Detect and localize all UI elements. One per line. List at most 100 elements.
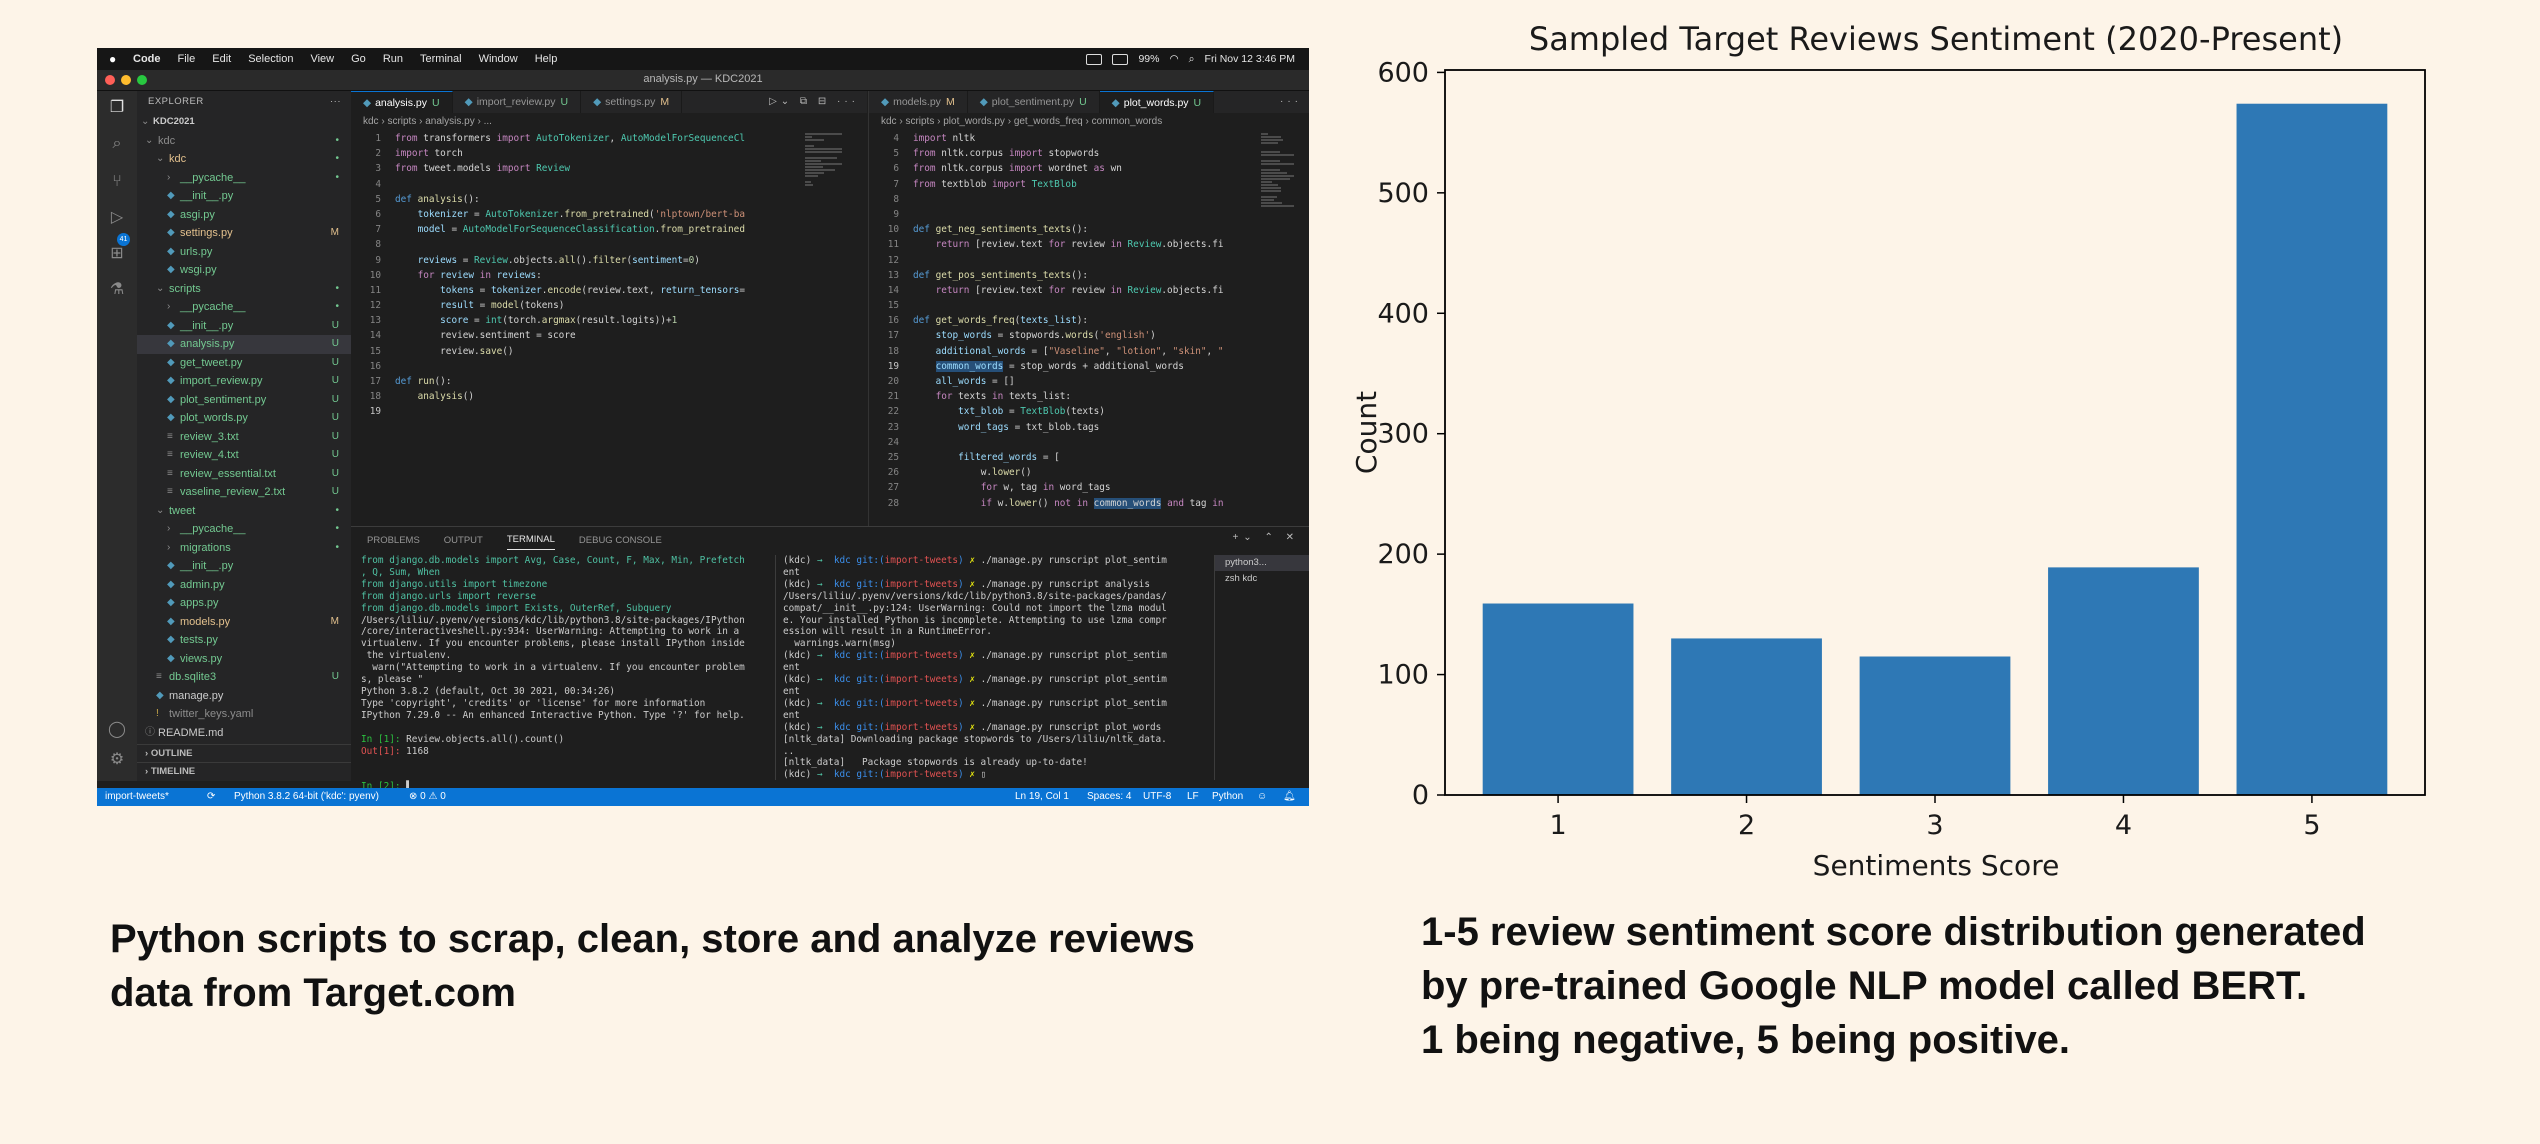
file-tree-item[interactable]: ◆ plot_words.py U [137,409,351,428]
cursor-position[interactable]: Ln 19, Col 1 [1015,791,1069,802]
file-tree-item[interactable]: › migrations • [137,539,351,558]
code-line[interactable]: 16 [351,359,867,374]
terminal-output-left[interactable]: from django.db.models import Avg, Case, … [361,555,745,793]
editor-actions[interactable]: ··· [1280,96,1302,107]
editor-tab[interactable]: ◆ import_review.py U [453,91,582,113]
search-icon[interactable]: ⌕ [1188,52,1195,65]
menu-file[interactable]: File [177,53,196,65]
file-tree-item[interactable]: ◆ wsgi.py [137,261,351,280]
code-line[interactable]: 27 for w, tag in word_tags [869,480,1309,495]
code-line[interactable]: 24 [869,435,1309,450]
code-line[interactable]: 22 txt_blob = TextBlob(texts) [869,404,1309,419]
terminal-instance[interactable]: zsh kdc [1225,573,1258,584]
file-tree-item[interactable]: ◆ analysis.py U [137,335,351,354]
minimap-left[interactable] [803,131,853,526]
code-line[interactable]: 28 if w.lower() not in common_words and … [869,496,1309,511]
clock[interactable]: Fri Nov 12 3:46 PM [1204,53,1295,65]
battery-percent[interactable]: 99% [1138,53,1160,65]
file-tree-item[interactable]: ⌄ scripts • [137,280,351,299]
file-tree-item[interactable]: › __pycache__ • [137,298,351,317]
editor-actions[interactable]: ▷⌄ ⧉ ⊟ ··· [769,96,859,107]
file-tree-item[interactable]: ≡ review_essential.txt U [137,465,351,484]
code-line[interactable]: 2 import torch [351,146,867,161]
code-line[interactable]: 9 [869,207,1309,222]
menu-code[interactable]: Code [133,53,161,65]
editor-tab[interactable]: ◆ plot_words.py U [1099,91,1215,113]
file-tree-item[interactable]: ◆ asgi.py [137,206,351,225]
file-tree-item[interactable]: ⌄ kdc • [137,150,351,169]
file-tree-item[interactable]: ⌄ kdc • [137,132,351,151]
gear-icon[interactable]: ⚙ [109,751,125,768]
file-tree-item[interactable]: ! twitter_keys.yaml [137,705,351,724]
code-line[interactable]: 26 w.lower() [869,465,1309,480]
code-area-right[interactable]: 4 import nltk 5 from nltk.corpus import sto… [869,131,1309,526]
code-line[interactable]: 14 review.sentiment = score [351,328,867,343]
explorer-icon[interactable]: ❐ [109,99,125,116]
code-line[interactable]: 20 all_words = [] [869,374,1309,389]
terminal-instance[interactable]: python3... [1215,555,1309,571]
extensions-icon[interactable]: ⊞ [110,245,124,262]
code-line[interactable]: 6 tokenizer = AutoTokenizer.from_pretrai… [351,207,867,222]
code-line[interactable]: 1 from transformers import AutoTokenizer,… [351,131,867,146]
wifi-icon[interactable]: ◠ [1169,53,1179,65]
code-line[interactable]: 19 common_words = stop_words + additiona… [869,359,1309,374]
terminal-output-right[interactable]: (kdc) → kdc git:(import-tweets) ✗ ./mana… [783,555,1167,781]
file-tree-item[interactable]: ◆ plot_sentiment.py U [137,391,351,410]
outline-section[interactable]: › OUTLINE [137,744,351,762]
code-line[interactable]: 14 return [review.text for review in Rev… [869,283,1309,298]
code-line[interactable]: 18 additional_words = ["Vaseline", "loti… [869,344,1309,359]
editor-tab[interactable]: ◆ models.py M [869,91,968,113]
file-tree-item[interactable]: ◆ manage.py [137,687,351,706]
file-tree-item[interactable]: ◆ settings.py M [137,224,351,243]
git-branch[interactable]: import-tweets* [105,791,169,802]
terminal-split-divider[interactable] [775,555,776,780]
code-line[interactable]: 9 reviews = Review.objects.all().filter(… [351,253,867,268]
problems-count[interactable]: ⊗ 0 ⚠ 0 [409,791,446,802]
screen-icon[interactable] [1086,53,1103,65]
code-line[interactable]: 4 [351,177,867,192]
menu-selection[interactable]: Selection [248,53,294,65]
notifications-icon[interactable]: 🔔︎ [1283,791,1296,802]
file-tree-item[interactable]: ⌄ tweet • [137,502,351,521]
code-line[interactable]: 6 from nltk.corpus import wordnet as wn [869,161,1309,176]
menu-view[interactable]: View [310,53,335,65]
code-line[interactable]: 23 word_tags = txt_blob.tags [869,420,1309,435]
project-root[interactable]: ⌄ KDC2021 [137,113,351,132]
menu-window[interactable]: Window [478,53,518,65]
code-line[interactable]: 11 return [review.text for review in Rev… [869,237,1309,252]
code-line[interactable]: 13 def get_pos_sentiments_texts(): [869,268,1309,283]
file-tree-item[interactable]: › __pycache__ • [137,169,351,188]
code-line[interactable]: 7 from textblob import TextBlob [869,177,1309,192]
code-line[interactable]: 7 model = AutoModelForSequenceClassifica… [351,222,867,237]
code-line[interactable]: 12 result = model(tokens) [351,298,867,313]
apple-icon[interactable]: ● [109,52,117,66]
code-line[interactable]: 17 def run(): [351,374,867,389]
python-interpreter[interactable]: Python 3.8.2 64-bit ('kdc': pyenv) [234,791,380,802]
panel-tab-output[interactable]: OUTPUT [443,534,483,546]
run-debug-icon[interactable]: ▷ [110,209,124,226]
code-line[interactable]: 10 def get_neg_sentiments_texts(): [869,222,1309,237]
code-line[interactable]: 11 tokens = tokenizer.encode(review.text… [351,283,867,298]
minimize-window-button[interactable] [121,75,131,85]
panel-tab-problems[interactable]: PROBLEMS [367,534,420,546]
code-line[interactable]: 3 from tweet.models import Review [351,161,867,176]
code-line[interactable]: 16 def get_words_freq(texts_list): [869,313,1309,328]
panel-tab-terminal[interactable]: TERMINAL [506,534,555,550]
editor-tab[interactable]: ◆ analysis.py U [351,91,453,113]
menu-run[interactable]: Run [382,53,403,65]
breadcrumb[interactable]: kdc › scripts › analysis.py › ... [363,116,492,127]
code-line[interactable]: 21 for texts in texts_list: [869,389,1309,404]
file-tree-item[interactable]: ◆ views.py [137,650,351,669]
close-window-button[interactable] [105,75,115,85]
file-tree-item[interactable]: ◆ __init__.py U [137,317,351,336]
menu-edit[interactable]: Edit [212,53,232,65]
file-tree-item[interactable]: ◆ __init__.py [137,557,351,576]
code-line[interactable]: 4 import nltk [869,131,1309,146]
code-line[interactable]: 8 [351,237,867,252]
feedback-icon[interactable]: ☺ [1257,791,1268,802]
indentation[interactable]: Spaces: 4 [1087,791,1132,802]
file-tree-item[interactable]: ◆ get_tweet.py U [137,354,351,373]
file-tree-item[interactable]: ⓘ README.md [137,724,351,743]
code-line[interactable]: 18 analysis() [351,389,867,404]
code-line[interactable]: 12 [869,253,1309,268]
